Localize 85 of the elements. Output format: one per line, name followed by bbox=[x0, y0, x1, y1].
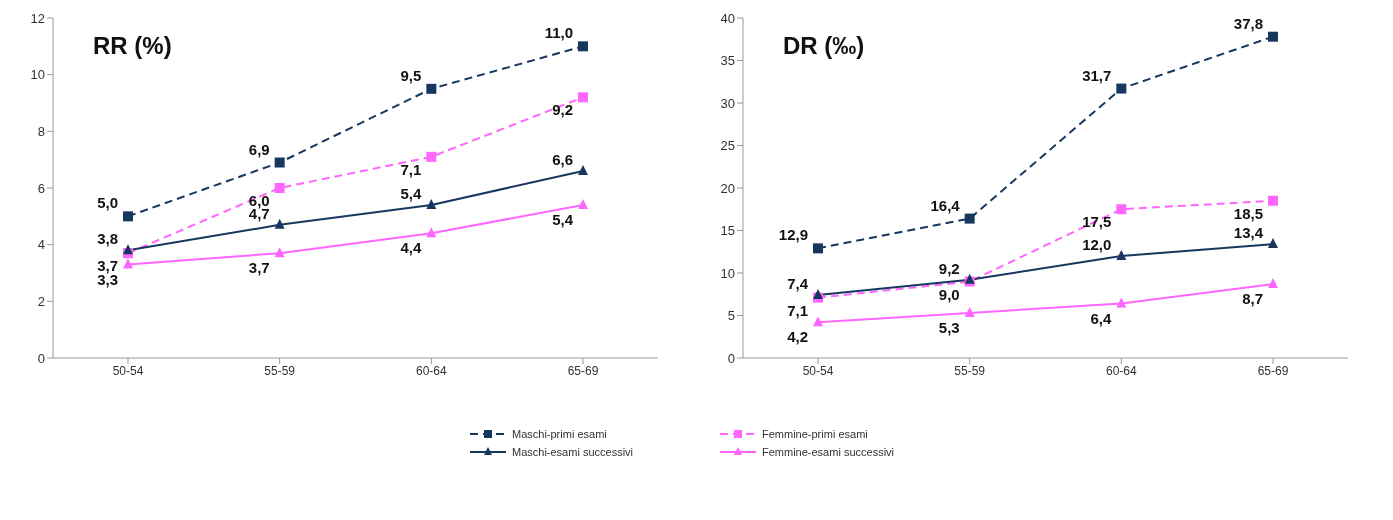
data-label: 5,4 bbox=[552, 211, 574, 228]
point bbox=[1116, 250, 1127, 260]
point bbox=[274, 218, 285, 229]
y-tick-label: 10 bbox=[30, 67, 45, 83]
data-label: 3,7 bbox=[248, 259, 270, 277]
data-label: 31,7 bbox=[1082, 66, 1112, 84]
point bbox=[1268, 278, 1278, 289]
point bbox=[1268, 238, 1278, 249]
y-tick-label: 15 bbox=[720, 223, 735, 239]
legend-label: Maschi-primi esami bbox=[512, 428, 607, 440]
y-tick-label: 12 bbox=[30, 10, 45, 26]
y-tick-label: 4 bbox=[37, 237, 45, 253]
point bbox=[578, 92, 588, 103]
point bbox=[123, 244, 133, 255]
data-label: 9,2 bbox=[552, 101, 573, 119]
point bbox=[578, 199, 588, 209]
point bbox=[578, 165, 588, 175]
legend-label: Femmine-primi esami bbox=[762, 428, 868, 440]
point bbox=[123, 258, 133, 269]
point bbox=[578, 41, 588, 52]
point bbox=[1116, 297, 1127, 308]
legend-label: Femmine-esami successivi bbox=[762, 446, 895, 458]
data-label: 7,1 bbox=[400, 160, 422, 178]
point bbox=[813, 243, 823, 254]
x-tick-label: 60-64 bbox=[1105, 363, 1137, 378]
data-label: 6,9 bbox=[248, 140, 270, 158]
y-tick-label: 30 bbox=[720, 95, 735, 111]
data-label: 7,1 bbox=[787, 301, 808, 319]
data-label: 5,3 bbox=[938, 318, 960, 336]
point bbox=[1116, 83, 1127, 94]
point bbox=[274, 157, 285, 168]
point bbox=[274, 183, 285, 193]
data-label: 3,8 bbox=[97, 230, 118, 248]
data-label: 5,0 bbox=[97, 194, 118, 212]
point bbox=[964, 213, 975, 224]
data-label: 12,0 bbox=[1082, 236, 1112, 253]
data-label: 9,2 bbox=[938, 259, 960, 277]
x-tick-label: 55-59 bbox=[954, 363, 986, 378]
data-label: 12,9 bbox=[778, 226, 808, 244]
y-tick-label: 20 bbox=[720, 180, 735, 196]
data-label: 8,7 bbox=[1242, 290, 1263, 308]
point bbox=[1116, 204, 1127, 215]
text: DR (‰) bbox=[783, 32, 865, 60]
point bbox=[426, 227, 437, 238]
data-label: 9,5 bbox=[400, 66, 422, 84]
y-tick-label: 35 bbox=[720, 53, 735, 69]
point bbox=[964, 306, 975, 317]
data-label: 4,2 bbox=[787, 328, 808, 346]
y-tick-label: 5 bbox=[727, 308, 735, 324]
x-tick-label: 65-69 bbox=[1257, 363, 1289, 378]
y-tick-label: 10 bbox=[720, 265, 735, 281]
y-tick-label: 0 bbox=[37, 350, 45, 366]
y-tick-label: 8 bbox=[37, 123, 45, 139]
y-tick-label: 2 bbox=[37, 293, 45, 309]
legend-label: Maschi-esami successivi bbox=[512, 446, 634, 458]
y-tick-label: 0 bbox=[727, 350, 735, 366]
data-label: 4,4 bbox=[400, 239, 422, 257]
x-tick-label: 65-69 bbox=[567, 363, 599, 378]
data-label: 6,4 bbox=[1090, 309, 1112, 327]
x-tick-label: 50-54 bbox=[112, 363, 144, 378]
data-label: 18,5 bbox=[1233, 204, 1263, 222]
x-tick-label: 55-59 bbox=[264, 363, 296, 378]
y-tick-label: 6 bbox=[37, 180, 45, 196]
data-label: 5,4 bbox=[400, 185, 422, 202]
point bbox=[274, 247, 285, 258]
point bbox=[1268, 195, 1278, 206]
point bbox=[1268, 31, 1278, 42]
data-label: 7,4 bbox=[787, 275, 809, 293]
data-label: 13,4 bbox=[1233, 224, 1264, 242]
point bbox=[813, 316, 823, 327]
x-tick-label: 60-64 bbox=[415, 363, 447, 378]
x-tick-label: 50-54 bbox=[802, 363, 834, 378]
data-label: 11,0 bbox=[544, 24, 573, 42]
data-label: 16,4 bbox=[930, 196, 961, 214]
text: RR (%) bbox=[93, 32, 172, 60]
data-label: 6,6 bbox=[552, 151, 573, 168]
point bbox=[426, 151, 437, 162]
y-tick-label: 40 bbox=[720, 10, 735, 26]
point bbox=[123, 211, 133, 222]
point bbox=[426, 199, 437, 209]
data-label: 37,8 bbox=[1233, 14, 1263, 32]
y-tick-label: 25 bbox=[720, 138, 735, 154]
data-label: 9,0 bbox=[938, 285, 960, 303]
point bbox=[426, 83, 437, 94]
data-label: 17,5 bbox=[1082, 213, 1112, 231]
